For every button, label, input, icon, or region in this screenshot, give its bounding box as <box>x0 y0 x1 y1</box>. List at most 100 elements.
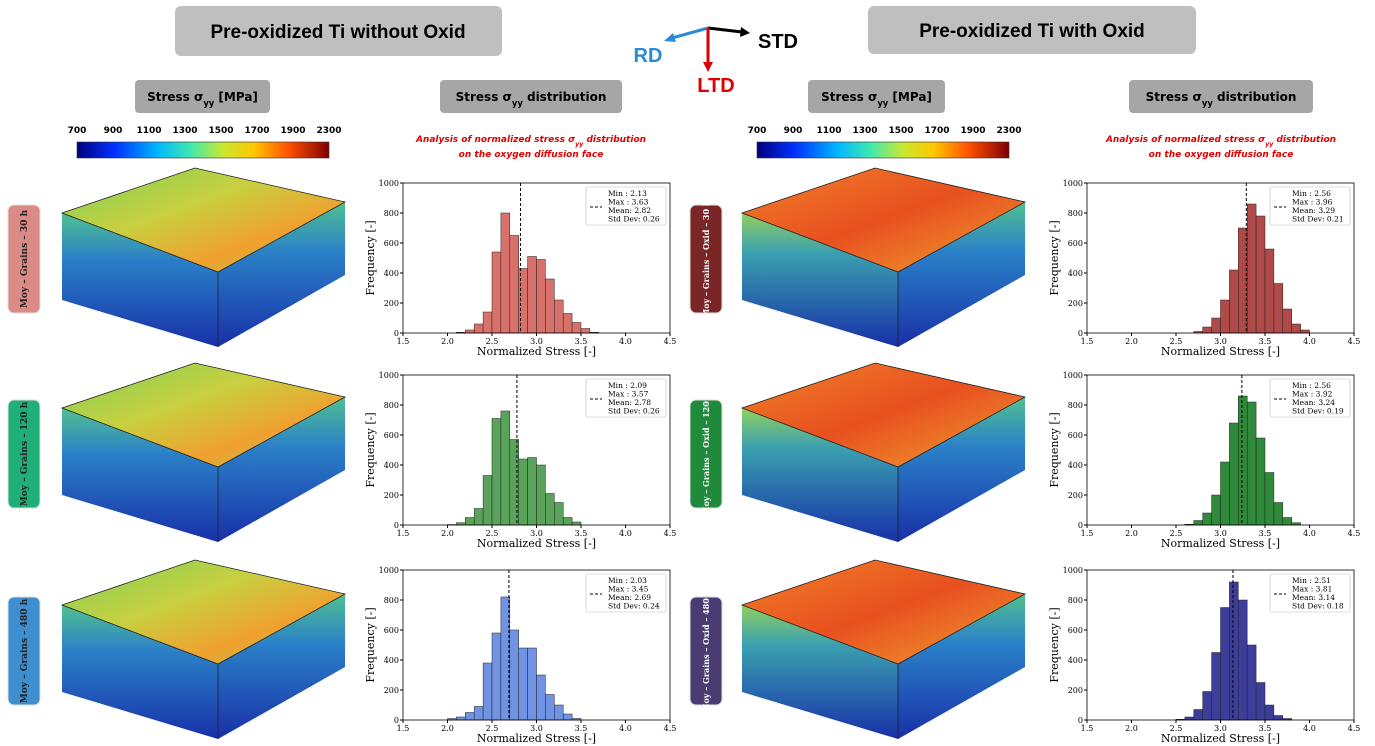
bar <box>492 633 501 720</box>
bar <box>1212 653 1221 721</box>
bar <box>1247 204 1256 333</box>
y-axis-label: Frequency [-] <box>364 412 377 487</box>
grain-box <box>742 560 1025 739</box>
panel-title-part: Stress σ <box>456 90 512 104</box>
y-axis-label: Frequency [-] <box>364 607 377 682</box>
colorbar-tick-label: 900 <box>104 126 123 136</box>
colorbar-tick-label: 1500 <box>888 126 913 136</box>
panel-title-part: distribution <box>523 90 607 104</box>
note-part: Analysis of normalized stress σ <box>415 135 576 145</box>
y-tick-label: 600 <box>384 626 399 635</box>
y-axis-label: Frequency [-] <box>1048 607 1061 682</box>
y-tick-label: 1000 <box>379 371 399 380</box>
colorbar <box>757 142 1009 158</box>
row-label: Moy – Grains – 120 h <box>20 401 30 506</box>
x-tick-label: 4.5 <box>1348 724 1361 733</box>
row-label: Moy – Grains – 480 h <box>20 598 30 703</box>
bar <box>528 257 537 334</box>
panel-title-part: Stress σ <box>147 90 203 104</box>
bar <box>537 675 546 720</box>
x-tick-label: 1.5 <box>397 529 410 538</box>
y-axis-label: Frequency [-] <box>1048 220 1061 295</box>
colorbar-tick-label: 1100 <box>816 126 841 136</box>
colorbar-tick-label: 1300 <box>172 126 197 136</box>
header: Pre-oxidized Ti with Oxid <box>919 21 1145 42</box>
y-tick-label: 200 <box>384 686 399 695</box>
y-tick-label: 200 <box>384 491 399 500</box>
x-tick-label: 2.0 <box>441 529 454 538</box>
grain-box <box>62 363 345 542</box>
x-tick-label: 4.5 <box>664 724 677 733</box>
y-tick-label: 200 <box>1068 299 1083 308</box>
x-tick-label: 4.0 <box>619 529 632 538</box>
y-tick-label: 400 <box>1068 461 1083 470</box>
bar <box>519 459 528 525</box>
stats-text: Std Dev: 0.26 <box>608 215 660 224</box>
grain-box <box>62 560 345 739</box>
y-tick-label: 600 <box>384 431 399 440</box>
y-tick-label: 400 <box>384 269 399 278</box>
bar <box>1185 717 1194 720</box>
colorbar <box>77 142 329 158</box>
x-tick-label: 1.5 <box>397 724 410 733</box>
bar <box>1301 330 1310 333</box>
panel-title-part: Stress σ <box>1146 90 1202 104</box>
colorbar-tick-label: 1300 <box>852 126 877 136</box>
y-tick-label: 400 <box>384 656 399 665</box>
x-tick-label: 4.0 <box>619 337 632 346</box>
bar <box>563 314 572 334</box>
bar <box>563 518 572 526</box>
bar <box>510 630 519 720</box>
panel-title-sub: yy <box>1202 98 1213 108</box>
row-label: Moy – Grains – Oxid – 480 h <box>701 589 711 712</box>
x-axis-label: Normalized Stress [-] <box>477 537 596 550</box>
y-tick-label: 800 <box>384 401 399 410</box>
bar <box>465 330 474 333</box>
bar <box>537 260 546 334</box>
bar <box>492 252 501 333</box>
stats-text: Std Dev: 0.24 <box>608 602 660 611</box>
bar <box>1274 503 1283 526</box>
y-tick-label: 200 <box>1068 491 1083 500</box>
y-tick-label: 400 <box>384 461 399 470</box>
x-tick-label: 4.5 <box>1348 337 1361 346</box>
note: Analysis of normalized stress σyy distri… <box>415 135 646 148</box>
arrow-head <box>740 27 750 37</box>
bar <box>1194 521 1203 526</box>
bar <box>519 648 528 720</box>
bar <box>483 312 492 333</box>
figure: Pre-oxidized Ti without Oxid Pre-oxidize… <box>0 0 1375 746</box>
bar <box>545 695 554 721</box>
bar <box>1212 495 1221 525</box>
x-tick-label: 1.5 <box>1081 529 1094 538</box>
x-tick-label: 1.5 <box>1081 724 1094 733</box>
x-axis-label: Normalized Stress [-] <box>477 732 596 745</box>
stats-text: Std Dev: 0.18 <box>1292 602 1344 611</box>
bar <box>465 713 474 721</box>
y-axis-label: Frequency [-] <box>1048 412 1061 487</box>
x-tick-label: 4.0 <box>619 724 632 733</box>
grain-box <box>742 168 1025 347</box>
y-tick-label: 600 <box>384 239 399 248</box>
x-tick-label: 1.5 <box>397 337 410 346</box>
y-tick-label: 1000 <box>1063 371 1083 380</box>
bar <box>501 411 510 525</box>
direction-label: RD <box>634 45 663 67</box>
bar <box>1221 300 1230 333</box>
bar <box>1238 600 1247 720</box>
y-tick-label: 200 <box>1068 686 1083 695</box>
bar <box>1203 327 1212 333</box>
y-tick-label: 800 <box>384 209 399 218</box>
colorbar-tick-label: 1700 <box>924 126 949 136</box>
grain-box <box>742 363 1025 542</box>
layout: Pre-oxidized Ti without Oxid Pre-oxidize… <box>175 6 1196 97</box>
y-tick-label: 1000 <box>1063 566 1083 575</box>
y-tick-label: 600 <box>1068 626 1083 635</box>
bar <box>1194 710 1203 721</box>
y-tick-label: 1000 <box>379 179 399 188</box>
bar <box>581 329 590 334</box>
panel-title-part: distribution <box>1213 90 1297 104</box>
colorbar-tick-label: 1900 <box>280 126 305 136</box>
y-tick-label: 800 <box>384 596 399 605</box>
arrow <box>672 28 708 38</box>
